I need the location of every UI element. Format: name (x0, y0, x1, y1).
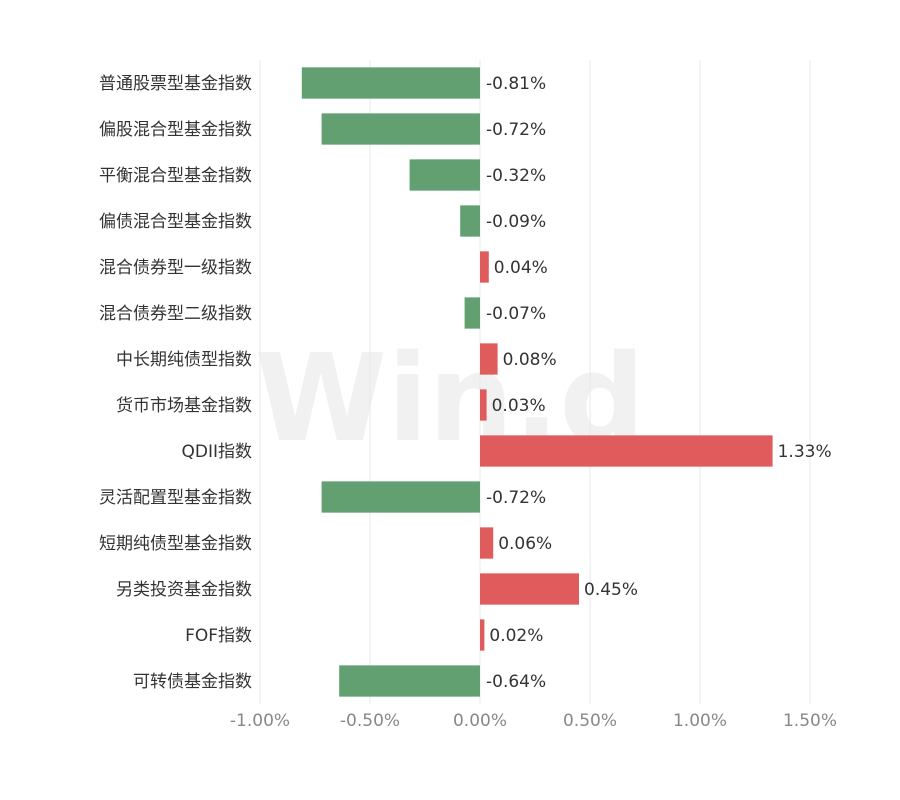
category-label: 普通股票型基金指数 (99, 74, 252, 94)
category-label: 平衡混合型基金指数 (99, 166, 252, 186)
x-axis-tick-labels: -1.00% -0.50% 0.00% 0.50% 1.00% 1.50% (230, 711, 837, 731)
value-label: 0.45% (584, 580, 638, 600)
x-tick-label: 0.00% (453, 711, 507, 731)
bar (301, 67, 480, 99)
value-label: -0.09% (486, 212, 546, 232)
category-label: 可转债基金指数 (133, 672, 252, 692)
category-label: 中长期纯债型指数 (116, 350, 252, 370)
bar (480, 527, 494, 559)
bar (480, 343, 498, 375)
category-label: FOF指数 (185, 626, 252, 646)
category-label: QDII指数 (182, 442, 253, 462)
value-label: -0.64% (486, 672, 546, 692)
category-labels: 普通股票型基金指数偏股混合型基金指数平衡混合型基金指数偏债混合型基金指数混合债券… (99, 74, 252, 692)
value-label: -0.72% (486, 488, 546, 508)
value-labels: -0.81% -0.72% -0.32% -0.09% 0.04% -0.07% 0.08%… (486, 74, 832, 692)
bar (321, 113, 480, 145)
bar (480, 435, 773, 467)
value-label: 0.02% (489, 626, 543, 646)
value-label: 1.33% (778, 442, 832, 462)
value-label: -0.07% (486, 304, 546, 324)
category-label: 混合债券型一级指数 (99, 258, 252, 278)
x-tick-label: 1.00% (673, 711, 727, 731)
value-label: -0.72% (486, 120, 546, 140)
value-label: -0.32% (486, 166, 546, 186)
bar (480, 619, 485, 651)
x-tick-label: -1.00% (230, 711, 290, 731)
value-label: 0.08% (503, 350, 557, 370)
x-tick-label: 1.50% (783, 711, 837, 731)
bar (480, 251, 489, 283)
value-label: 0.03% (492, 396, 546, 416)
category-label: 灵活配置型基金指数 (99, 488, 252, 508)
bar (339, 665, 480, 697)
category-label: 偏股混合型基金指数 (99, 120, 252, 140)
category-label: 货币市场基金指数 (116, 396, 252, 416)
bar (480, 573, 579, 605)
category-label: 另类投资基金指数 (116, 580, 252, 600)
bar (409, 159, 480, 191)
value-label: -0.81% (486, 74, 546, 94)
bar (480, 389, 487, 421)
value-label: 0.04% (494, 258, 548, 278)
bars (301, 67, 773, 697)
x-tick-label: 0.50% (563, 711, 617, 731)
category-label: 偏债混合型基金指数 (99, 212, 252, 232)
x-tick-label: -0.50% (340, 711, 400, 731)
category-label: 短期纯债型基金指数 (99, 534, 252, 554)
bar (464, 297, 480, 329)
category-label: 混合债券型二级指数 (99, 304, 252, 324)
bar (321, 481, 480, 513)
value-label: 0.06% (498, 534, 552, 554)
bar (460, 205, 480, 237)
